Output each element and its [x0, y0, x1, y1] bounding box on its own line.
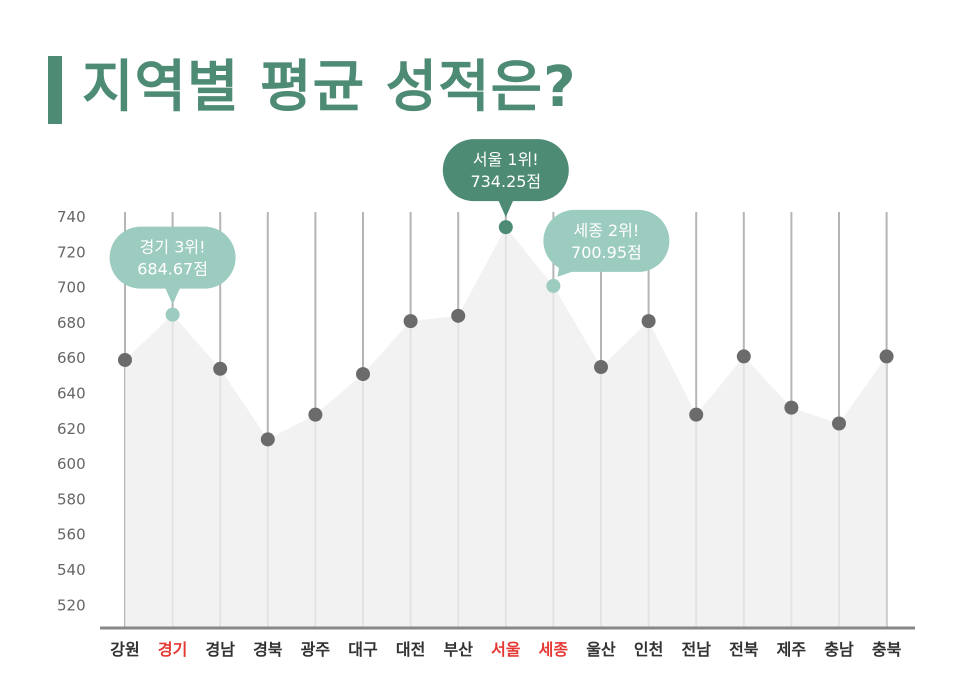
x-tick-label: 울산	[586, 640, 616, 659]
x-tick-label: 경북	[253, 640, 283, 659]
callout-tail	[164, 286, 181, 305]
area-fill	[125, 227, 887, 628]
callout-line-2: 684.67점	[137, 260, 208, 279]
data-point	[689, 407, 704, 422]
y-tick-label: 520	[57, 596, 86, 614]
x-tick-label: 인천	[634, 640, 663, 659]
data-point	[546, 278, 561, 293]
data-point	[498, 220, 513, 235]
y-tick-label: 540	[57, 561, 86, 579]
callout-line-1: 세종 2위!	[573, 221, 639, 240]
x-tick-label: 서울	[491, 640, 521, 659]
data-point	[784, 400, 799, 415]
data-point	[356, 367, 370, 382]
callout-line-1: 서울 1위!	[473, 150, 539, 169]
y-axis-ticks: 520 540 560 580 600 620 640 660 680 700 720 740	[57, 208, 86, 614]
callout-tail	[497, 199, 514, 218]
callout: 서울 1위! 734.25점	[442, 139, 569, 218]
x-tick-label: 부산	[443, 640, 473, 659]
y-tick-label: 600	[57, 455, 86, 473]
data-points	[118, 220, 894, 447]
x-tick-label: 충남	[824, 640, 854, 659]
x-tick-label: 전북	[729, 640, 759, 659]
callout-bubble	[543, 209, 670, 272]
x-tick-label: 충북	[872, 640, 902, 659]
callout-line-2: 734.25점	[470, 172, 541, 191]
y-tick-label: 680	[57, 314, 86, 332]
callout: 세종 2위! 700.95점	[543, 209, 670, 277]
x-tick-label: 강원	[110, 640, 139, 659]
callout: 경기 3위! 684.67점	[109, 226, 236, 305]
x-tick-label: 제주	[777, 640, 807, 659]
data-point	[403, 314, 418, 329]
y-tick-label: 620	[57, 420, 86, 438]
data-point	[594, 360, 608, 375]
callout-line-2: 700.95점	[571, 243, 642, 262]
page-title: 지역별 평균 성적은?	[82, 55, 577, 120]
x-tick-label: 경남	[205, 640, 235, 659]
x-tick-label: 경기	[158, 640, 187, 659]
data-point	[736, 349, 751, 364]
x-tick-label: 대전	[396, 640, 425, 659]
callout-bubble	[442, 139, 569, 202]
y-tick-label: 720	[57, 243, 86, 261]
data-point	[451, 308, 466, 323]
x-tick-label: 세종	[539, 640, 569, 659]
callout-line-1: 경기 3위!	[140, 238, 206, 257]
data-point	[213, 361, 228, 376]
data-point	[641, 314, 656, 329]
y-tick-label: 580	[57, 490, 86, 508]
data-point	[832, 416, 846, 431]
x-tick-label: 광주	[301, 640, 331, 659]
data-point	[260, 432, 275, 447]
y-tick-label: 560	[57, 526, 86, 544]
y-tick-label: 700	[57, 279, 86, 297]
x-tick-label: 대구	[348, 640, 378, 659]
callout-tail	[557, 265, 578, 277]
y-tick-label: 740	[57, 208, 86, 226]
data-point	[118, 352, 132, 367]
callout-bubble	[109, 226, 236, 289]
y-tick-label: 660	[57, 349, 86, 367]
x-tick-label: 전남	[681, 640, 711, 659]
title-accent-bar	[48, 56, 62, 124]
data-point	[165, 307, 180, 322]
data-point	[879, 349, 894, 364]
data-point	[308, 407, 323, 422]
x-axis-ticks: 강원 경기 경남 경북 광주 대구 대전 부산 서울 세종 울산 인천 전남 전북 제주 충남 충북	[110, 640, 901, 659]
y-tick-label: 640	[57, 385, 86, 403]
